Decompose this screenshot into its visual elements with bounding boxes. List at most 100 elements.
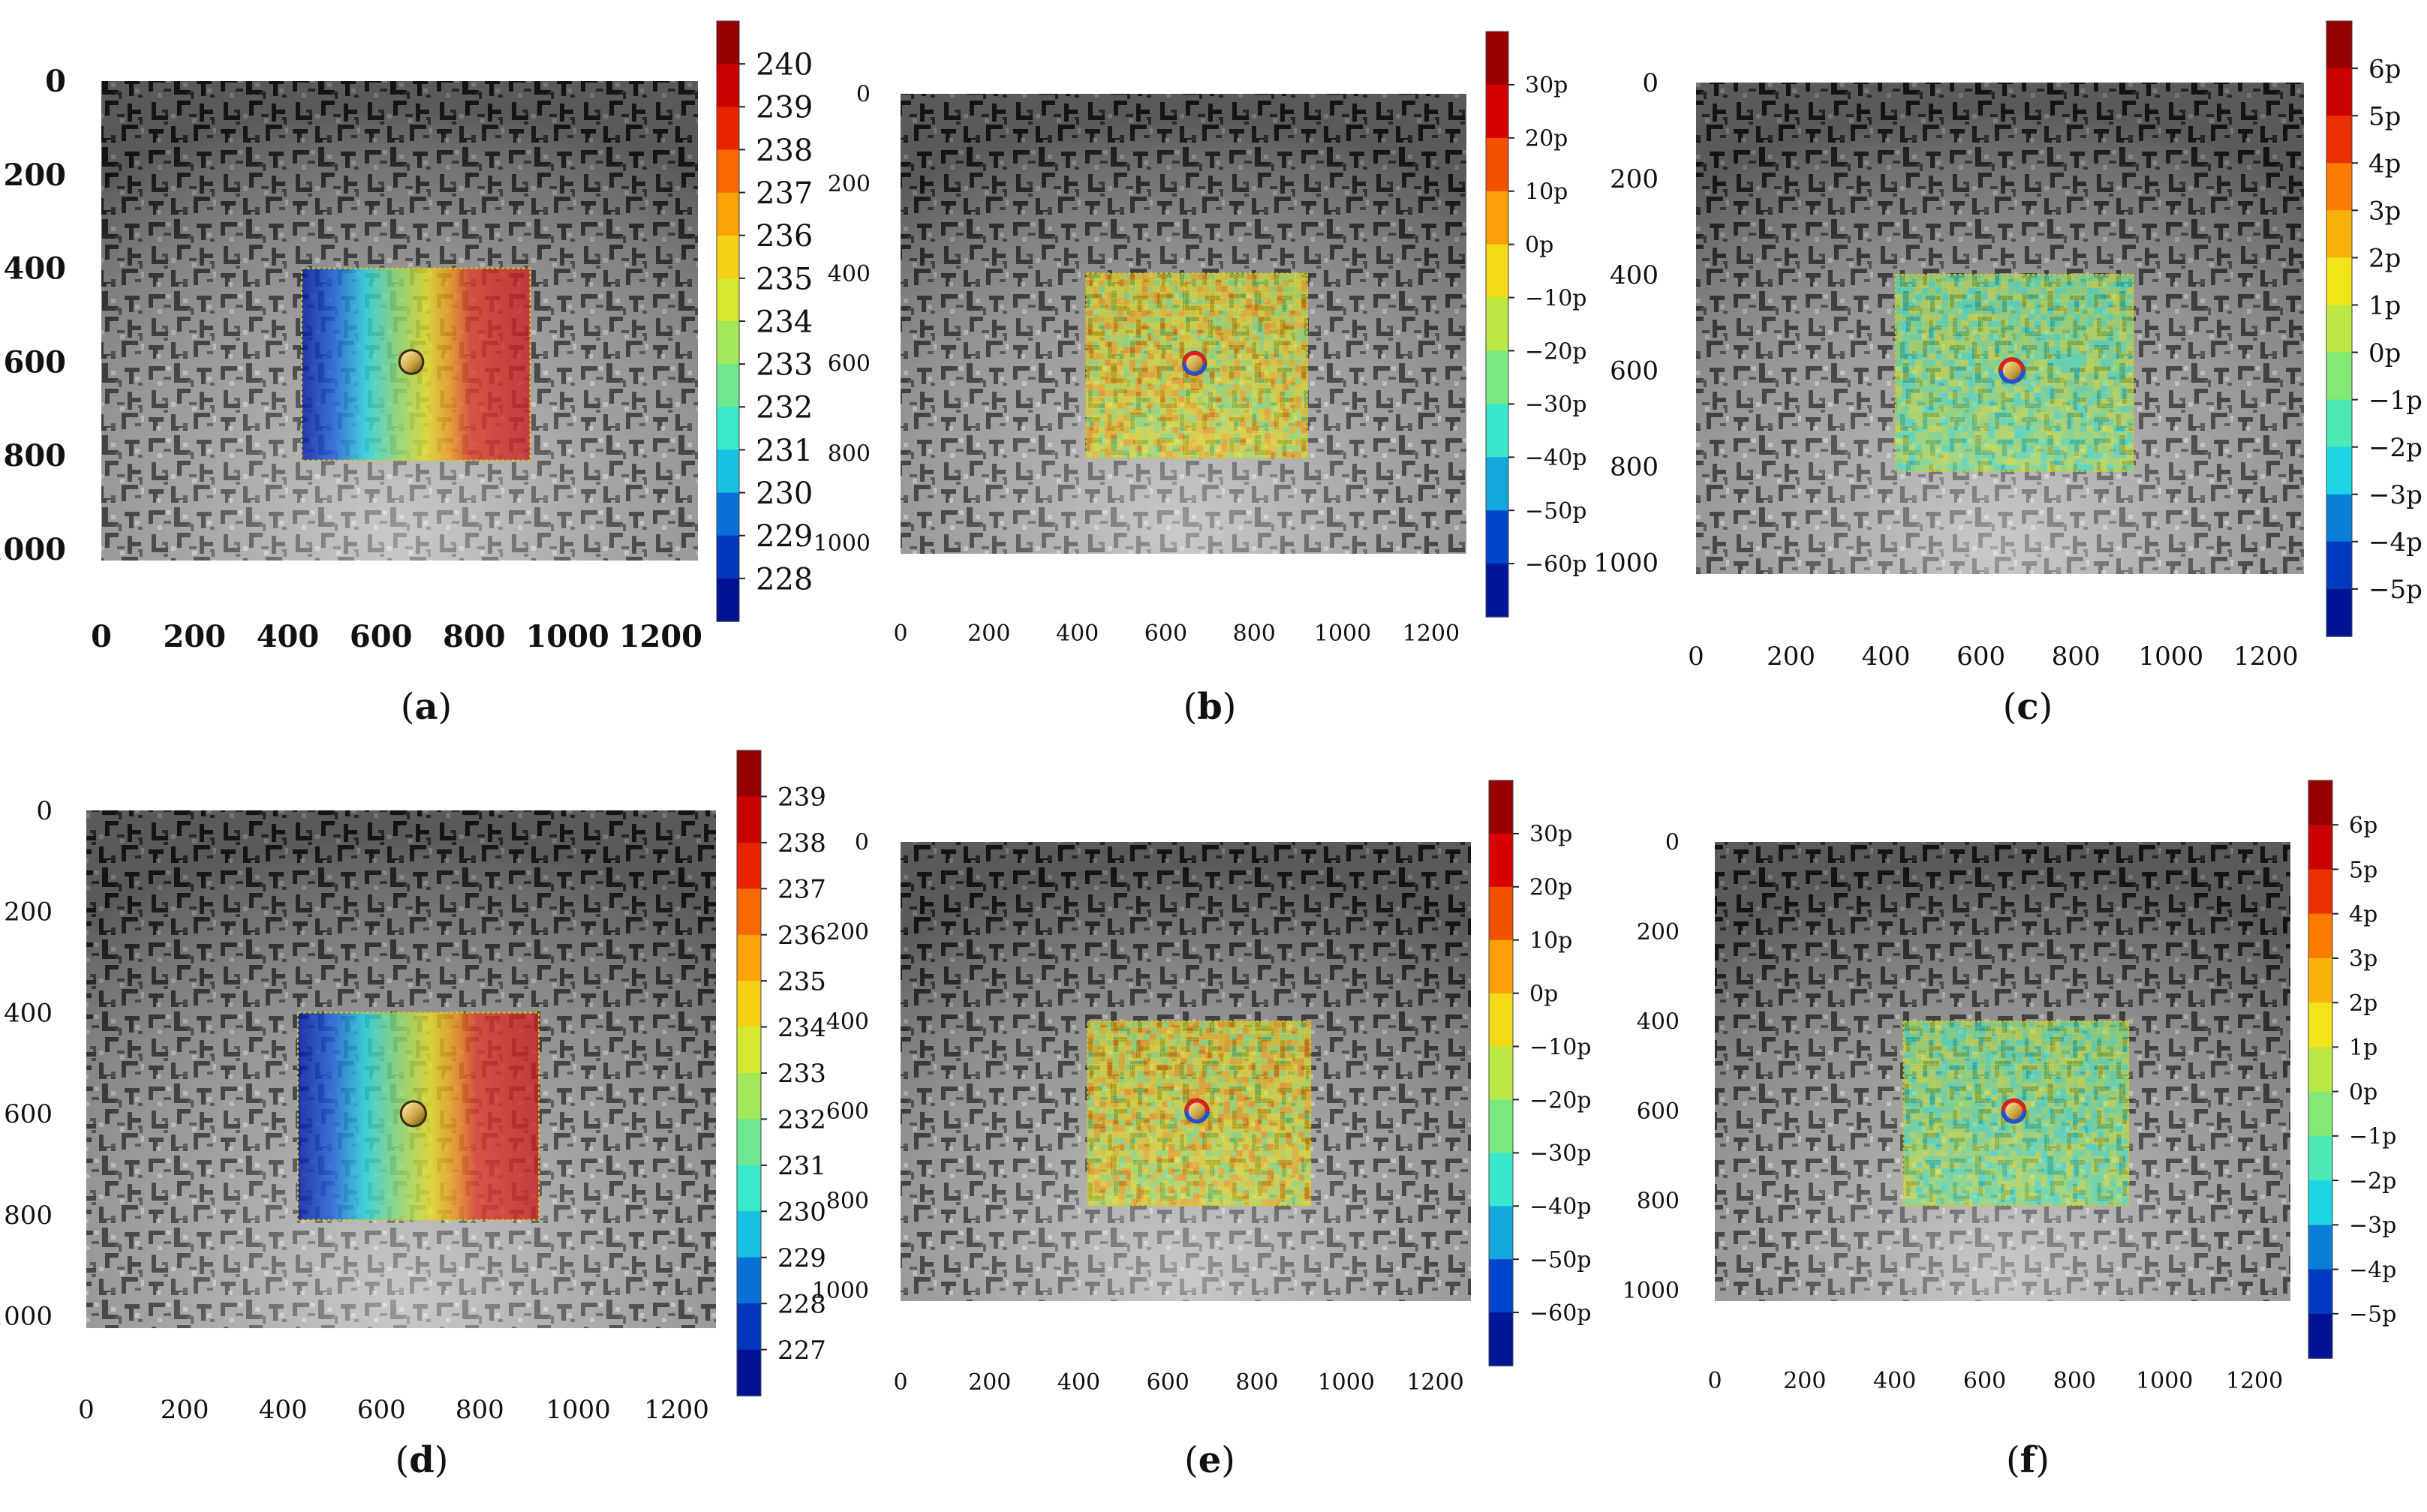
roi-cell bbox=[2107, 425, 2114, 433]
roi-cell bbox=[1261, 1095, 1268, 1102]
roi-cell bbox=[1948, 458, 1956, 465]
roi-cell bbox=[1209, 396, 1216, 403]
roi-cell bbox=[1123, 298, 1130, 305]
roi-cell bbox=[1184, 322, 1192, 329]
roi-cell bbox=[1903, 1095, 1911, 1102]
roi-cell bbox=[2122, 1125, 2129, 1132]
roi-cell bbox=[1178, 279, 1185, 287]
roi-cell bbox=[1143, 1119, 1150, 1126]
colorbar-segment bbox=[1486, 137, 1508, 192]
roi-cell bbox=[1301, 341, 1308, 348]
roi-cell bbox=[1991, 1125, 1998, 1132]
roi-cell bbox=[2100, 320, 2107, 328]
roi-cell bbox=[1165, 329, 1173, 335]
roi-cell bbox=[1947, 1156, 1954, 1163]
roi-cell bbox=[2035, 1033, 2042, 1041]
roi-cell bbox=[1171, 341, 1179, 348]
colorbar-tick-label: 30p bbox=[1529, 822, 1572, 848]
roi-cell bbox=[1255, 1027, 1262, 1034]
roi-cell bbox=[2035, 1045, 2042, 1053]
roi-cell bbox=[1941, 379, 1949, 386]
roi-cell bbox=[2059, 1125, 2067, 1132]
roi-cell bbox=[1190, 292, 1198, 299]
roi-cell bbox=[1928, 438, 1936, 446]
roi-cell bbox=[1129, 285, 1136, 293]
roi-cell bbox=[1111, 451, 1117, 458]
roi-cell bbox=[1211, 1119, 1219, 1126]
roi-cell bbox=[2074, 373, 2081, 380]
roi-cell bbox=[2074, 399, 2081, 407]
roi-cell bbox=[1162, 1144, 1169, 1151]
roi-cell bbox=[2020, 399, 2029, 407]
roi-cell bbox=[1987, 399, 1995, 407]
roi-cell bbox=[1198, 1064, 1206, 1071]
roi-cell bbox=[1908, 287, 1916, 295]
roi-cell bbox=[1239, 316, 1247, 323]
roi-cell bbox=[1099, 1064, 1107, 1071]
roi-cell bbox=[1221, 433, 1229, 440]
roi-cell bbox=[2034, 347, 2041, 354]
roi-cell bbox=[1233, 316, 1241, 323]
roi-cell bbox=[1987, 366, 1995, 374]
roi-cell bbox=[1186, 1064, 1194, 1071]
roi-cell bbox=[1159, 341, 1167, 348]
roi-cell bbox=[1106, 1039, 1113, 1047]
roi-cell bbox=[1984, 1051, 1992, 1059]
roi-cell bbox=[1209, 322, 1216, 329]
roi-cell bbox=[1915, 347, 1923, 354]
roi-cell bbox=[1202, 439, 1210, 446]
roi-cell bbox=[2116, 1192, 2123, 1200]
roi-cell bbox=[1178, 292, 1185, 299]
roi-cell bbox=[2091, 1150, 2098, 1157]
roi-cell bbox=[2020, 373, 2029, 380]
roi-cell bbox=[1895, 326, 1903, 335]
y-tick-label: 200 bbox=[1610, 164, 1659, 194]
roi-cell bbox=[1953, 1039, 1961, 1047]
roi-cell bbox=[1230, 1088, 1237, 1096]
colorbar-tick-label: 229 bbox=[756, 519, 813, 554]
roi-cell bbox=[2047, 464, 2055, 472]
roi-cell bbox=[2060, 281, 2068, 288]
colorbar-tick-label: 232 bbox=[777, 1105, 826, 1135]
roi-cell bbox=[2126, 366, 2134, 374]
colorbar-tick-label: −1p bbox=[2368, 386, 2422, 416]
roi-cell bbox=[1283, 341, 1289, 348]
roi-cell bbox=[1093, 1162, 1101, 1169]
roi-cell bbox=[1180, 1198, 1187, 1206]
roi-cell bbox=[2016, 1125, 2023, 1132]
roi-cell bbox=[1959, 1150, 1967, 1157]
roi-cell bbox=[1978, 1174, 1986, 1182]
roi-cell bbox=[1978, 1168, 1986, 1175]
panel-label: (b) bbox=[1183, 686, 1236, 728]
roi-cell bbox=[1273, 1198, 1280, 1206]
roi-cell bbox=[1910, 1180, 1917, 1188]
y-tick-label: 200 bbox=[1637, 919, 1680, 945]
roi-cell bbox=[1277, 359, 1283, 366]
roi-cell bbox=[1149, 1033, 1156, 1041]
roi-cell bbox=[1903, 1045, 1911, 1053]
roi-cell bbox=[1137, 1045, 1144, 1053]
roi-cell bbox=[2074, 419, 2081, 426]
roi-cell bbox=[1915, 300, 1923, 308]
roi-cell bbox=[2029, 1168, 2035, 1175]
roi-cell bbox=[1928, 412, 1936, 419]
roi-cell bbox=[2001, 412, 2008, 419]
roi-cell bbox=[1236, 1138, 1244, 1145]
roi-cell bbox=[2053, 1095, 2061, 1102]
roi-cell bbox=[1910, 1082, 1917, 1090]
roi-cell bbox=[1978, 1070, 1986, 1078]
roi-cell bbox=[1304, 1156, 1311, 1163]
roi-cell bbox=[2104, 1168, 2110, 1175]
roi-cell bbox=[2074, 386, 2081, 393]
roi-cell bbox=[1277, 316, 1283, 323]
roi-cell bbox=[2100, 373, 2107, 380]
roi-cell bbox=[1221, 414, 1229, 422]
roi-cell bbox=[1211, 1107, 1219, 1114]
roi-cell bbox=[1233, 273, 1241, 281]
roi-cell bbox=[2126, 445, 2134, 452]
roi-cell bbox=[1968, 359, 1975, 367]
roi-cell bbox=[1301, 414, 1308, 422]
roi-cell bbox=[1117, 371, 1124, 379]
roi-cell bbox=[1112, 1045, 1120, 1053]
roi-cell bbox=[1168, 1113, 1175, 1120]
